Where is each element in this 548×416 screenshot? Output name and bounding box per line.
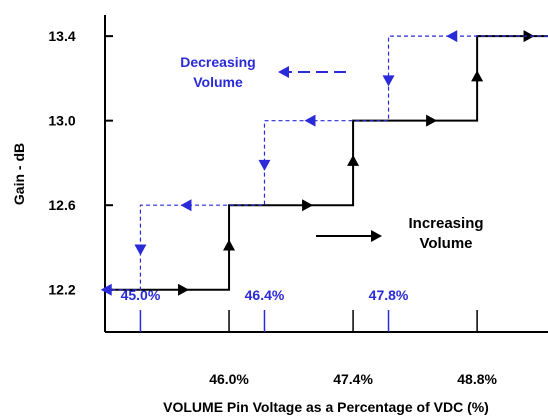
increasing-series-line [105, 36, 548, 290]
y-tick-label: 12.2 [48, 282, 75, 298]
decreasing-volume-label: Volume [193, 74, 243, 90]
decreasing-legend-arrow-head [278, 66, 289, 78]
increasing-volume-label: Volume [419, 235, 472, 252]
decreasing-direction-arrow [180, 199, 191, 211]
labels: Gain - dB VOLUME Pin Voltage as a Percent… [11, 54, 489, 415]
y-axis-title: Gain - dB [11, 143, 27, 205]
decreasing-volume-label: Decreasing [180, 54, 255, 70]
x-tick-label-decreasing: 47.8% [369, 287, 409, 303]
decreasing-direction-arrow [258, 160, 270, 171]
increasing-direction-arrow [178, 284, 189, 296]
x-tick-label: 48.8% [457, 371, 497, 387]
x-tick-label: 47.4% [333, 371, 373, 387]
x-axis-title: VOLUME Pin Voltage as a Percentage of VD… [163, 399, 489, 415]
y-tick-label: 12.6 [48, 197, 75, 213]
increasing-legend-arrow-head [371, 230, 382, 242]
increasing-direction-arrow [471, 70, 483, 81]
increasing-direction-arrow [347, 155, 359, 166]
decreasing-direction-arrow [134, 244, 146, 255]
x-tick-label-decreasing: 46.4% [245, 287, 285, 303]
increasing-volume-label: Increasing [408, 215, 483, 232]
decreasing-series-line [105, 36, 548, 290]
decreasing-direction-arrow [383, 75, 395, 86]
increasing-direction-arrow [223, 239, 235, 250]
increasing-direction-arrow [302, 199, 313, 211]
axes [105, 15, 548, 332]
decreasing-direction-arrow [305, 115, 316, 127]
y-tick-label: 13.4 [48, 28, 75, 44]
increasing-direction-arrow [426, 115, 437, 127]
decreasing-direction-arrow [101, 284, 112, 296]
y-tick-label: 13.0 [48, 113, 75, 129]
ticks: 12.212.613.013.446.0% 47.4% 48.8%45.0% 46.4… [48, 28, 497, 387]
x-tick-label: 46.0% [209, 371, 249, 387]
series [101, 30, 548, 296]
decreasing-direction-arrow [446, 30, 457, 42]
